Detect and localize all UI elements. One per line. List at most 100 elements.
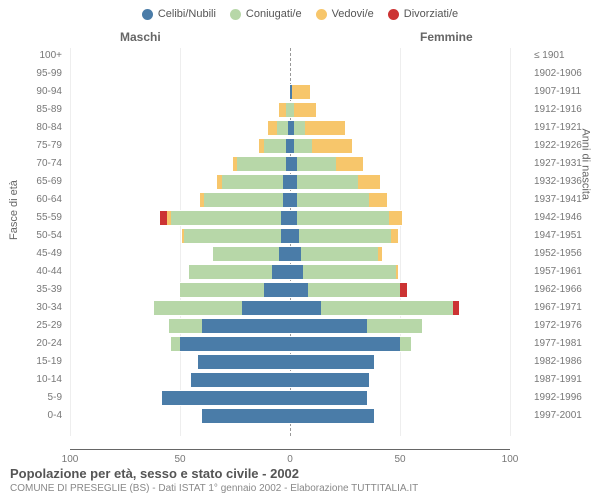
segment — [297, 156, 337, 172]
birth-label: 1927-1931 — [534, 159, 582, 169]
age-label: 30-34 — [36, 303, 62, 313]
segment — [290, 354, 374, 370]
bar-male — [160, 210, 290, 226]
birth-label: 1932-1936 — [534, 177, 582, 187]
segment — [400, 336, 411, 352]
birth-label: 1957-1961 — [534, 267, 582, 277]
x-tick: 100 — [502, 454, 519, 465]
segment — [290, 390, 367, 406]
age-label: 100+ — [39, 51, 62, 61]
x-tick: 0 — [287, 454, 293, 465]
x-tick: 100 — [62, 454, 79, 465]
age-label: 5-9 — [48, 393, 62, 403]
y-axis-right: ≤ 19011902-19061907-19111912-19161917-19… — [530, 48, 600, 436]
legend-label: Coniugati/e — [246, 8, 302, 20]
bar-male — [200, 192, 290, 208]
segment — [290, 300, 321, 316]
pyramid-row — [70, 390, 510, 406]
segment — [367, 318, 422, 334]
bar-female — [290, 84, 310, 100]
bar-female — [290, 282, 407, 298]
segment — [391, 228, 398, 244]
segment — [453, 300, 460, 316]
segment — [169, 318, 202, 334]
bar-female — [290, 354, 374, 370]
segment — [213, 246, 279, 262]
birth-label: 1922-1926 — [534, 141, 582, 151]
segment — [283, 174, 290, 190]
segment — [290, 336, 400, 352]
bar-female — [290, 102, 316, 118]
legend-item: Divorziati/e — [388, 8, 458, 20]
grid-line — [510, 48, 511, 436]
bar-male — [202, 408, 290, 424]
segment — [290, 318, 367, 334]
pyramid-row — [70, 48, 510, 64]
legend-swatch — [316, 9, 327, 20]
segment — [294, 120, 305, 136]
bar-female — [290, 408, 374, 424]
segment — [279, 102, 286, 118]
pyramid-row — [70, 354, 510, 370]
bar-male — [180, 282, 290, 298]
segment — [277, 120, 288, 136]
pyramid-row — [70, 318, 510, 334]
segment — [242, 300, 290, 316]
segment — [283, 192, 290, 208]
bar-male — [191, 372, 290, 388]
bar-female — [290, 192, 387, 208]
birth-label: 1952-1956 — [534, 249, 582, 259]
bar-female — [290, 300, 459, 316]
bar-female — [290, 372, 369, 388]
segment — [358, 174, 380, 190]
bar-male — [198, 354, 290, 370]
x-tick: 50 — [394, 454, 405, 465]
pyramid-row — [70, 372, 510, 388]
bar-male — [162, 390, 290, 406]
segment — [301, 246, 378, 262]
segment — [162, 390, 290, 406]
segment — [154, 300, 242, 316]
legend-label: Divorziati/e — [404, 8, 458, 20]
birth-label: 1942-1946 — [534, 213, 582, 223]
segment — [279, 246, 290, 262]
birth-label: ≤ 1901 — [534, 51, 565, 61]
segment — [389, 210, 402, 226]
segment — [171, 210, 281, 226]
birth-label: 1917-1921 — [534, 123, 582, 133]
legend-swatch — [230, 9, 241, 20]
age-label: 95-99 — [36, 69, 62, 79]
age-label: 35-39 — [36, 285, 62, 295]
chart-subtitle: COMUNE DI PRESEGLIE (BS) - Dati ISTAT 1°… — [10, 483, 590, 494]
bar-male — [259, 138, 290, 154]
pyramid-row — [70, 84, 510, 100]
bar-male — [279, 102, 290, 118]
segment — [321, 300, 453, 316]
segment — [189, 264, 273, 280]
pyramid-row — [70, 66, 510, 82]
segment — [264, 282, 290, 298]
birth-label: 1962-1966 — [534, 285, 582, 295]
legend-swatch — [388, 9, 399, 20]
bar-female — [290, 228, 398, 244]
birth-label: 1992-1996 — [534, 393, 582, 403]
pyramid-row — [70, 300, 510, 316]
bar-male — [189, 264, 290, 280]
age-label: 85-89 — [36, 105, 62, 115]
age-label: 15-19 — [36, 357, 62, 367]
bar-male — [169, 318, 290, 334]
segment — [290, 156, 297, 172]
segment — [297, 210, 389, 226]
age-label: 65-69 — [36, 177, 62, 187]
y-axis-left: 100+95-9990-9485-8980-8475-7970-7465-696… — [0, 48, 66, 436]
segment — [204, 192, 283, 208]
segment — [281, 228, 290, 244]
bar-male — [268, 120, 290, 136]
pyramid-row — [70, 192, 510, 208]
segment — [297, 192, 370, 208]
bar-female — [290, 210, 402, 226]
age-label: 70-74 — [36, 159, 62, 169]
legend-label: Vedovi/e — [332, 8, 374, 20]
legend-label: Celibi/Nubili — [158, 8, 216, 20]
pyramid-row — [70, 138, 510, 154]
